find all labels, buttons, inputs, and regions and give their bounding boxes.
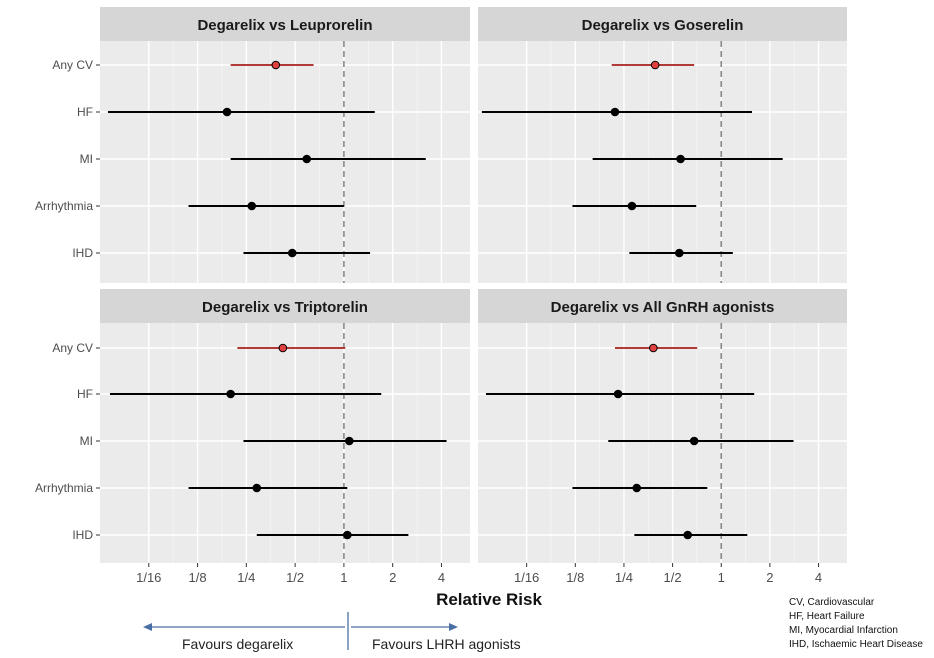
- abbreviation-notes: CV, Cardiovascular HF, Heart Failure MI,…: [789, 596, 923, 652]
- x-tick-label: 1/2: [664, 570, 682, 585]
- x-tick-label: 2: [766, 570, 773, 585]
- y-tick-label: MI: [80, 434, 93, 448]
- point-estimate: [610, 107, 620, 117]
- row-ihd: [634, 530, 748, 540]
- row-any-cv: [230, 60, 314, 70]
- panel-title: Degarelix vs Goserelin: [582, 17, 744, 34]
- favours-degarelix-label: Favours degarelix: [182, 636, 294, 652]
- y-tick-label: MI: [80, 152, 93, 166]
- favours-arrows: [143, 612, 458, 650]
- row-any-cv: [237, 343, 346, 353]
- point-estimate: [674, 248, 684, 258]
- x-tick-label: 1/16: [514, 570, 539, 585]
- panel-background: [478, 323, 847, 563]
- panel-strip: [100, 289, 470, 323]
- y-tick-label: HF: [77, 387, 93, 401]
- favours-lhrh-label: Favours LHRH agonists: [372, 636, 521, 652]
- point-estimate: [613, 389, 623, 399]
- row-hf: [107, 107, 375, 117]
- row-mi: [592, 154, 783, 164]
- x-axis-title: Relative Risk: [436, 590, 542, 609]
- x-tick-label: 1/4: [237, 570, 255, 585]
- x-tick-label: 2: [389, 570, 396, 585]
- point-estimate: [683, 530, 692, 540]
- point-estimate: [676, 154, 685, 164]
- panel-degarelix-vs-leuprorelin: Degarelix vs Leuprorelin Any CV HF MI Arrhyt…: [35, 7, 470, 283]
- y-tick-label: Arrhythmia: [35, 199, 93, 213]
- row-hf: [485, 389, 755, 399]
- point-estimate: [247, 201, 257, 211]
- panel-background: [100, 323, 470, 563]
- point-estimate: [343, 530, 352, 540]
- panel-title: Degarelix vs All GnRH agonists: [551, 299, 775, 316]
- point-estimate: [632, 483, 642, 493]
- note-hf: HF, Heart Failure: [789, 611, 865, 622]
- point-estimate: [650, 60, 660, 70]
- point-estimate: [222, 107, 232, 117]
- row-mi: [243, 436, 447, 446]
- point-estimate: [226, 389, 235, 399]
- y-tick-label: Any CV: [52, 58, 93, 72]
- point-estimate: [271, 60, 281, 70]
- x-tick-label: 1/8: [189, 570, 207, 585]
- note-mi: MI, Myocardial Infarction: [789, 625, 898, 636]
- row-mi: [230, 154, 426, 164]
- y-tick-label: IHD: [72, 246, 93, 260]
- panel-degarelix-vs-all-gnrh-agonists: Degarelix vs All GnRH agonists 1/16 1/8 1/4…: [478, 289, 847, 585]
- row-hf: [109, 389, 382, 399]
- row-any-cv: [614, 343, 698, 353]
- panel-background: [100, 41, 470, 283]
- panel-background: [478, 41, 847, 283]
- x-tick-label: 1/8: [566, 570, 584, 585]
- point-estimate: [627, 201, 637, 211]
- y-tick-label: IHD: [72, 528, 93, 542]
- row-mi: [608, 436, 794, 446]
- panel-degarelix-vs-goserelin: Degarelix vs Goserelin: [478, 7, 847, 283]
- panel-strip: [100, 7, 470, 41]
- row-any-cv: [611, 60, 695, 70]
- row-arrhythmia: [572, 483, 708, 493]
- y-tick-label: Any CV: [52, 341, 93, 355]
- x-tick-label: 1/4: [615, 570, 633, 585]
- point-estimate: [649, 343, 658, 353]
- y-tick-label: Arrhythmia: [35, 481, 93, 495]
- x-tick-label: 1/16: [136, 570, 161, 585]
- point-estimate: [287, 248, 297, 258]
- panel-strip: [478, 7, 847, 41]
- row-ihd: [256, 530, 409, 540]
- panel-title: Degarelix vs Leuprorelin: [197, 17, 372, 34]
- x-tick-label: 1: [718, 570, 725, 585]
- note-cv: CV, Cardiovascular: [789, 597, 875, 608]
- row-ihd: [243, 248, 371, 258]
- x-tick-label: 4: [815, 570, 822, 585]
- panel-degarelix-vs-triptorelin: Degarelix vs Triptorelin Any CV HF MI Arrhyt…: [35, 289, 470, 585]
- x-tick-label: 1: [340, 570, 347, 585]
- x-tick-label: 1/2: [286, 570, 304, 585]
- x-tick-label: 4: [438, 570, 445, 585]
- point-estimate: [345, 436, 354, 446]
- row-ihd: [629, 248, 733, 258]
- point-estimate: [302, 154, 312, 164]
- y-tick-label: HF: [77, 105, 93, 119]
- note-ihd: IHD, Ischaemic Heart Disease: [789, 639, 923, 650]
- panel-title: Degarelix vs Triptorelin: [202, 299, 368, 316]
- row-arrhythmia: [188, 201, 344, 211]
- left-arrow-head: [143, 623, 152, 631]
- point-estimate: [252, 483, 262, 493]
- point-estimate: [278, 343, 288, 353]
- row-arrhythmia: [572, 201, 697, 211]
- row-hf: [481, 107, 753, 117]
- panel-strip: [478, 289, 847, 323]
- point-estimate: [689, 436, 699, 446]
- row-arrhythmia: [188, 483, 348, 493]
- right-arrow-head: [449, 623, 458, 631]
